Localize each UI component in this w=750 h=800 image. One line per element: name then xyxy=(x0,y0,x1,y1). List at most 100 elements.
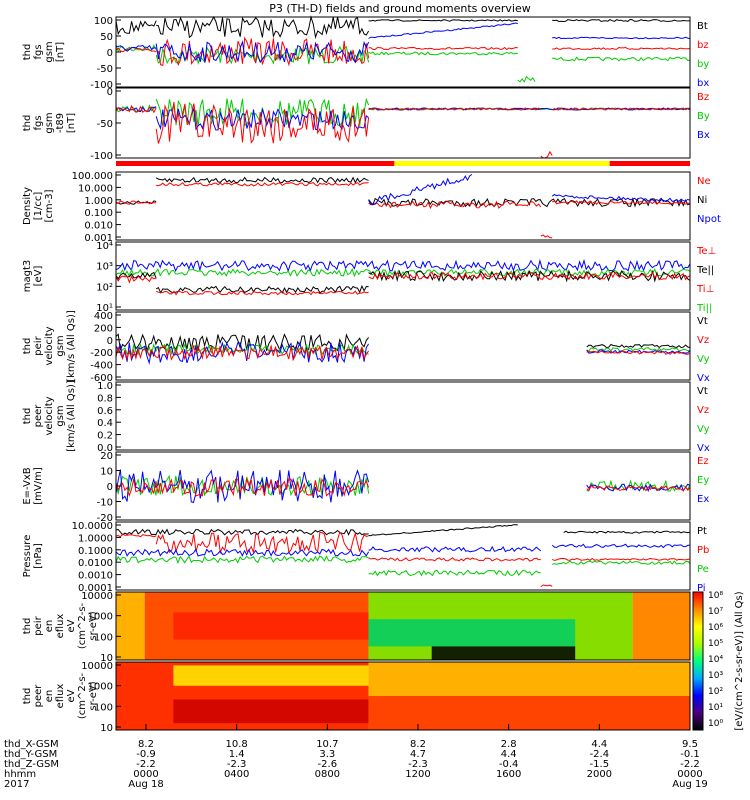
y-tick-label: 1.000 xyxy=(84,196,113,207)
y-tick-label: -400 xyxy=(90,361,113,372)
panel-7: 20 10 0 -10 -20 E=-VxB [mV/m] Ez Ey Ex xyxy=(22,451,709,524)
series-trace-1 xyxy=(115,258,691,273)
x-tick-value: 4.4 xyxy=(591,739,607,750)
y-axis-label: (cm^2-s- xyxy=(77,672,88,719)
series-trace-1 xyxy=(115,524,691,537)
y-tick-label: 200 xyxy=(94,323,113,334)
y-axis-label: [1/cc] xyxy=(33,192,44,221)
y-tick-label: 100 xyxy=(94,702,113,713)
y-tick-label: 10 xyxy=(100,653,113,664)
colorbar-tick-label: 10¹ xyxy=(708,703,723,713)
panel-1: 100 50 0 -50 -100 thd fgs gsm [nT] Bt bz by bx xyxy=(22,15,709,91)
y-axis-label: [km/s (All Qs)] xyxy=(66,380,77,452)
legend-entry: Ex xyxy=(697,494,709,505)
legend-entry: Vx xyxy=(697,443,710,454)
y-axis-label: fgs xyxy=(33,115,44,130)
y-tick-label: 10¹ xyxy=(96,303,113,314)
y-tick-label: 10.000 xyxy=(78,183,113,194)
x-tick-value: 1.4 xyxy=(229,749,245,760)
legend-entry: Ey xyxy=(697,475,709,486)
x-tick-value: Aug 18 xyxy=(128,779,163,790)
series-trace-2 xyxy=(115,531,691,588)
legend-entry: Pe xyxy=(697,564,709,575)
y-axis-label: peer xyxy=(33,404,44,428)
spectrogram-band xyxy=(173,612,369,640)
y-axis-label: gsm xyxy=(55,405,66,426)
colorbar-tick-label: 10⁶ xyxy=(708,623,723,633)
y-tick-label: -100 xyxy=(90,151,113,162)
y-tick-label: 0.0 xyxy=(97,443,113,454)
series-trace-3 xyxy=(115,269,691,294)
x-tick-value: 0800 xyxy=(315,769,340,780)
x-tick-value: -2.3 xyxy=(408,759,428,770)
y-axis-label: eV xyxy=(66,619,77,632)
x-tick-value: 4.4 xyxy=(501,749,517,760)
y-tick-label: 100 xyxy=(94,632,113,643)
y-axis-label: E=-VxB xyxy=(22,467,33,504)
series-trace-4 xyxy=(115,15,691,40)
y-tick-label: 10³ xyxy=(96,262,113,273)
series-trace-3 xyxy=(115,477,691,498)
legend-entry: Ne xyxy=(697,176,711,187)
panel-2: 0 -50 -100 thd fgs gsm -t89 [nT] Bz By Bx xyxy=(22,87,710,162)
y-tick-label: 0 xyxy=(107,48,113,59)
colorbar-tick-label: 10⁰ xyxy=(708,719,723,729)
panel-frame xyxy=(115,591,691,661)
colorbar-label: [eV/(cm^2-s-sr-eV)] (All Qs) xyxy=(734,591,745,730)
series-trace-4 xyxy=(115,344,691,362)
y-tick-label: -100 xyxy=(90,80,113,91)
y-tick-label: 0.010 xyxy=(84,221,113,232)
legend-entry: bz xyxy=(697,40,709,51)
x-tick-value: 10.8 xyxy=(226,739,248,750)
legend-entry: Ti|| xyxy=(696,303,712,314)
x-tick-value: 2000 xyxy=(587,769,612,780)
y-axis-label: velocity xyxy=(44,396,55,435)
panel-9: 10000 1000 100 10 thd peir en eflux eV (cm^2-s-sr… xyxy=(22,591,691,664)
legend-entry: by xyxy=(697,59,709,70)
colorbar-tick-label: 10³ xyxy=(708,671,723,681)
y-tick-label: 400 xyxy=(94,311,113,322)
colorbar-tick-label: 10⁵ xyxy=(708,639,723,649)
x-tick-value: Aug 19 xyxy=(672,779,707,790)
x-row-label: hhmm xyxy=(4,769,36,780)
series-trace-4 xyxy=(115,555,691,577)
y-tick-label: 10 xyxy=(100,467,113,478)
series-trace-2 xyxy=(115,469,691,504)
legend-entry: Ni xyxy=(697,195,707,206)
x-row-label: thd_X-GSM xyxy=(4,739,59,750)
y-axis-label: sr-eV) xyxy=(88,611,99,640)
panel-frame xyxy=(115,521,691,591)
colorbar-tick-label: 10² xyxy=(708,687,723,697)
y-axis-label: [km/s (All Qs)] xyxy=(66,310,77,382)
series-trace-1 xyxy=(115,333,691,353)
series-trace-3 xyxy=(115,101,691,159)
x-tick-value: -2.6 xyxy=(318,759,338,770)
y-tick-label: 0.4 xyxy=(97,418,113,429)
panel-frame xyxy=(115,451,691,521)
y-tick-label: 10 xyxy=(100,723,113,734)
legend-entry: By xyxy=(697,111,710,122)
legend-entry: Vt xyxy=(697,386,708,397)
x-tick-value: 3.3 xyxy=(319,749,335,760)
y-tick-label: -200 xyxy=(90,348,113,359)
panel-4: 10⁴ 10³ 10² 10¹ magt3 [eV] Te⊥ Te|| Ti⊥ Ti|| xyxy=(22,241,716,314)
colorbar-tick-label: 10⁷ xyxy=(708,607,723,617)
x-tick-value: 9.5 xyxy=(682,739,698,750)
legend-entry: Vy xyxy=(697,424,710,435)
legend-entry: Bz xyxy=(697,92,709,103)
y-tick-label: 0 xyxy=(107,87,113,98)
x-tick-value: 0000 xyxy=(677,769,702,780)
series-trace-1 xyxy=(115,176,691,208)
y-axis-label: thd xyxy=(22,618,33,635)
spectrogram-block xyxy=(632,592,690,660)
y-axis-label: Pressure xyxy=(22,535,33,578)
y-axis-label: [mV/m] xyxy=(33,467,44,505)
y-axis-label: en xyxy=(44,690,55,703)
y-tick-label: 10000 xyxy=(81,591,113,602)
y-tick-label: -50 xyxy=(97,119,113,130)
mode-bar-segment xyxy=(116,161,395,166)
y-axis-label: peir xyxy=(33,335,44,355)
